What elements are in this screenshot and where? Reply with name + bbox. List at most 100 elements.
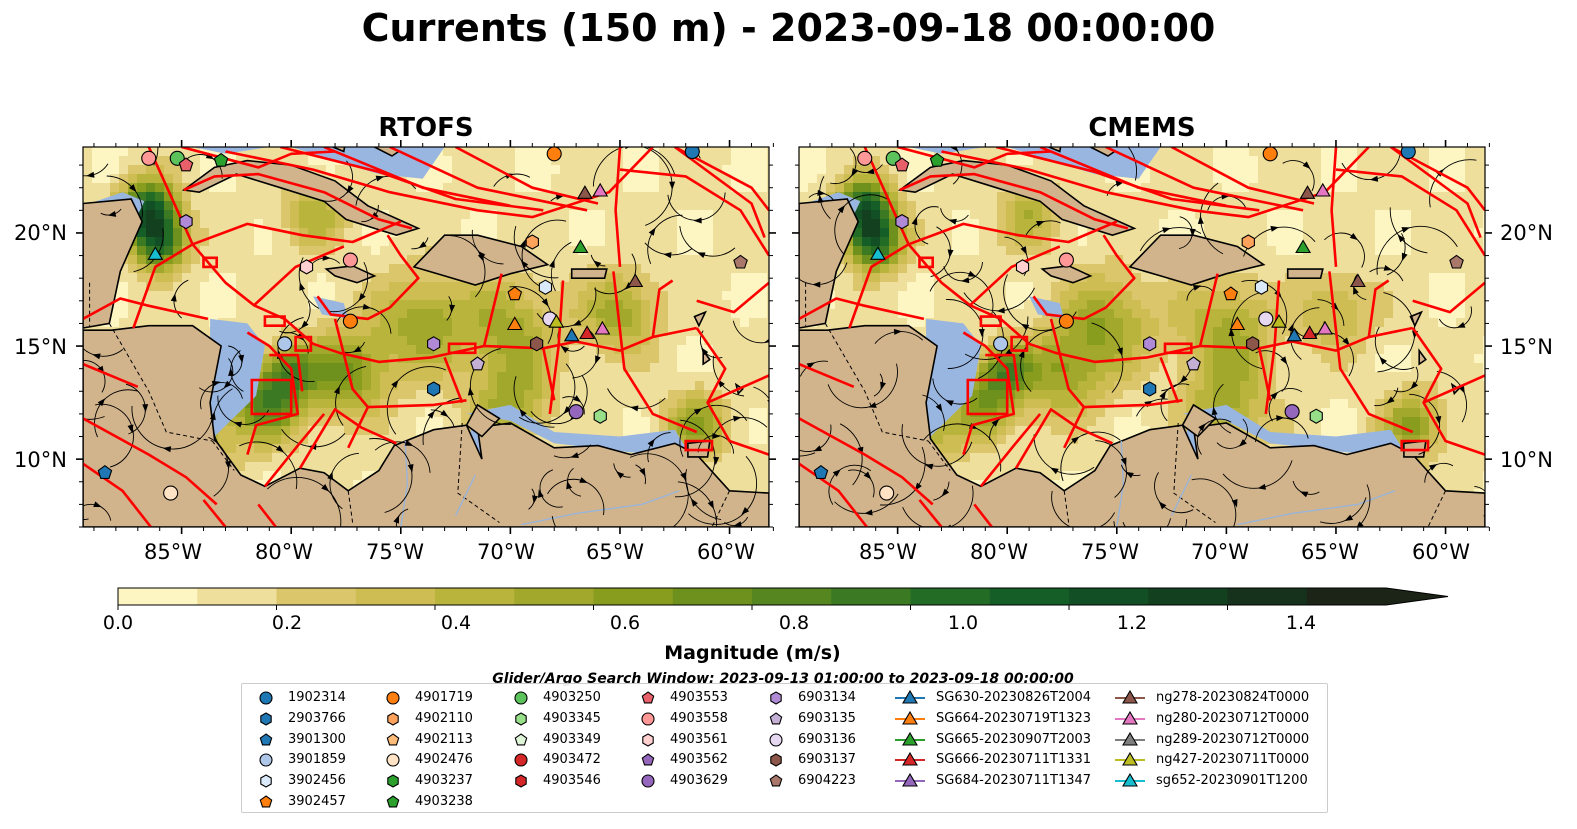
river (454, 474, 476, 517)
legend-marker-icon (259, 691, 273, 705)
map-marker (548, 314, 565, 328)
map-marker (1286, 327, 1303, 342)
legend-label: SG664-20230719T1323 (936, 710, 1092, 726)
legend-label: 4903546 (543, 773, 601, 789)
land-lesserB (1418, 348, 1427, 366)
land-yucatan (83, 198, 144, 329)
legend-label: 1902314 (288, 690, 346, 705)
lat-label-10n-left: 10°N (14, 448, 67, 472)
legend-marker (386, 795, 400, 808)
legend-marker-icon (895, 689, 925, 704)
map-marker (563, 327, 580, 342)
legend-label: 4903237 (415, 773, 473, 789)
legend-label: 4903629 (670, 773, 728, 789)
legend-marker-icon (386, 753, 400, 767)
lat-label-20n-left: 20°N (14, 221, 67, 245)
map-marker (538, 279, 553, 295)
land-yucatan (799, 198, 860, 329)
legend-marker-icon (386, 795, 400, 808)
legend-marker-icon (1115, 773, 1145, 787)
legend-marker (514, 753, 528, 767)
legend-marker (769, 774, 783, 787)
legend-marker-icon (641, 691, 655, 704)
legend-marker-icon (769, 733, 783, 747)
colorbar-segment (989, 588, 1070, 605)
legend-marker (769, 733, 783, 747)
legend-label: 6903136 (798, 731, 856, 747)
map-marker (1143, 381, 1157, 397)
map-marker (1449, 254, 1464, 269)
map-marker (1271, 314, 1287, 328)
legend-label: 6903134 (798, 690, 856, 705)
legend-marker (902, 689, 918, 704)
legend-marker (641, 774, 655, 788)
legend-label: 4903562 (670, 752, 728, 768)
map-marker (627, 273, 644, 288)
colorbar-segment (435, 588, 515, 605)
map-panel-cmems (792, 140, 1492, 534)
legend-marker-icon (387, 774, 399, 788)
legend-marker-icon (769, 712, 783, 725)
legend-marker (1122, 689, 1138, 704)
legend-label: 4903250 (543, 690, 601, 705)
panel-title-rtofs: RTOFS (378, 113, 474, 143)
lat-label-20n-right: 20°N (1500, 221, 1553, 245)
lon-label-60w-cmems: 60°W (1412, 540, 1470, 564)
legend-marker (1122, 731, 1138, 746)
legend-label: 2903766 (288, 710, 346, 726)
legend-label: sg652-20230901T1200 (1156, 773, 1308, 789)
map-marker (572, 239, 589, 254)
legend-marker (386, 753, 400, 767)
map-marker (684, 147, 700, 160)
map-marker (1058, 313, 1074, 329)
lat-label-10n-right: 10°N (1500, 448, 1553, 472)
legend-label: 4902113 (415, 731, 473, 747)
legend-marker (641, 753, 655, 766)
colorbar-segment (355, 588, 436, 605)
legend-label: 6903137 (798, 752, 856, 768)
lon-label-60w-rtofs: 60°W (697, 540, 755, 564)
legend-label: 4903558 (670, 710, 728, 726)
map-marker (506, 316, 523, 331)
map-marker (568, 404, 584, 420)
legend-label: 4902110 (415, 710, 473, 726)
legend-marker-icon (770, 753, 782, 768)
legend-marker (902, 773, 918, 787)
land-guajira (1181, 403, 1217, 438)
map-marker (1301, 325, 1318, 340)
land-guajira (465, 403, 501, 438)
map-marker (1258, 311, 1274, 327)
map-marker (525, 234, 539, 250)
legend: 1902314 2903766 3901300 3901859 3902456 39024… (241, 683, 1328, 813)
map-marker (179, 213, 193, 230)
map-marker (1015, 259, 1030, 275)
land-southAm (799, 324, 1485, 527)
legend-marker (1122, 752, 1138, 766)
legend-label: 4901719 (415, 690, 473, 705)
country-border (1173, 422, 1216, 523)
legend-label: 4903472 (543, 752, 601, 768)
map-marker (1284, 404, 1300, 420)
lon-label-80w-cmems: 80°W (970, 540, 1028, 564)
lat-label-15n-left: 15°N (14, 335, 67, 359)
map-marker (299, 259, 314, 275)
country-border (211, 440, 235, 471)
map-marker (895, 213, 909, 230)
legend-marker-icon (641, 712, 655, 726)
legend-marker (387, 774, 399, 788)
legend-marker-icon (260, 774, 272, 788)
country-border (108, 323, 213, 442)
map-marker (592, 182, 609, 197)
colorbar-tick-3: 0.6 (609, 612, 641, 634)
observation-markers (97, 147, 748, 501)
legend-label: 3902456 (288, 773, 346, 789)
legend-label: 3901300 (288, 731, 346, 747)
legend-marker-icon (1115, 731, 1145, 746)
legend-label: ng289-20230712T0000 (1156, 731, 1310, 747)
map-marker (929, 152, 945, 167)
land-lesserA (1409, 310, 1424, 328)
legend-marker-icon (259, 795, 273, 808)
lon-label-75w-rtofs: 75°W (366, 540, 424, 564)
legend-marker-icon (895, 773, 925, 787)
